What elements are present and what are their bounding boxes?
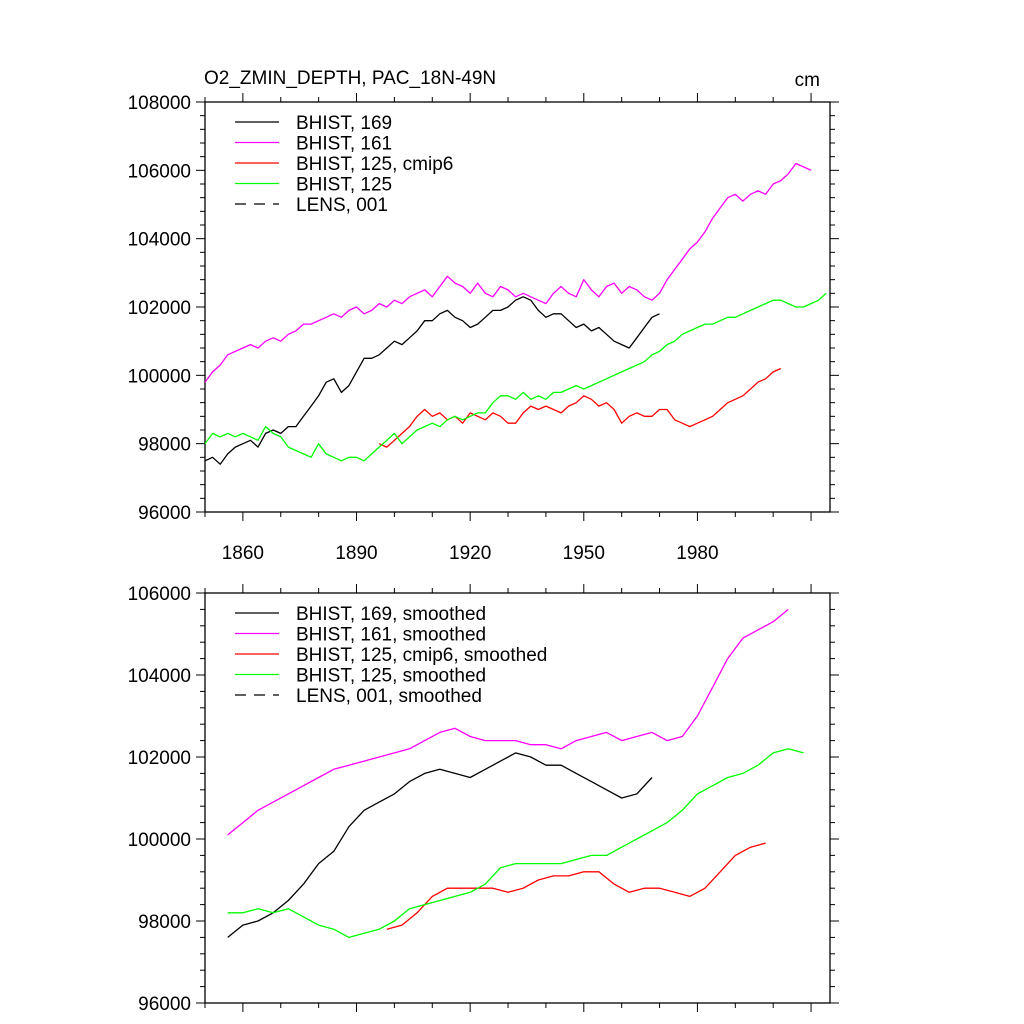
top-y-tick-label: 100000 (128, 366, 191, 387)
top-y-tick-label: 108000 (128, 93, 191, 114)
bottom-y-tick-label: 98000 (138, 912, 191, 933)
top-x-tick-label: 1890 (335, 543, 377, 564)
top-legend-label-4: LENS, 001 (296, 195, 388, 216)
bottom-series-2 (386, 842, 766, 930)
bottom-series-3 (227, 748, 804, 939)
top-x-tick-label: 1980 (676, 543, 718, 564)
bottom-series-0 (227, 752, 653, 938)
bottom-y-tick-label: 104000 (128, 666, 191, 687)
top-x-tick-label: 1860 (222, 543, 264, 564)
top-y-tick-label: 102000 (128, 298, 191, 319)
bottom-plot-frame (204, 592, 831, 1004)
top-y-tick-label: 106000 (128, 161, 191, 182)
top-legend-label-3: BHIST, 125 (296, 175, 392, 196)
top-series-3 (204, 292, 827, 462)
top-chart: 96000 98000 100000 102000 104000 106000 108000… (128, 93, 839, 564)
top-chart-title: O2_ZMIN_DEPTH, PAC_18N-49N (204, 68, 496, 89)
top-legend-label-0: BHIST, 169 (296, 113, 392, 134)
top-legend-label-2: BHIST, 125, cmip6 (296, 154, 453, 175)
top-legend-label-1: BHIST, 161 (296, 134, 392, 155)
top-x-tick-label: 1950 (563, 543, 605, 564)
top-y-tick-label: 98000 (138, 435, 191, 456)
top-series-1 (204, 162, 812, 383)
bottom-chart: 96000 98000 100000 102000 104000 106000 BHIST,… (128, 584, 839, 1015)
top-series-2 (378, 367, 782, 448)
bottom-y-tick-label: 100000 (128, 830, 191, 851)
bottom-series-1 (227, 608, 789, 836)
top-series-0 (204, 296, 660, 465)
bottom-legend-label-1: BHIST, 161, smoothed (296, 625, 486, 646)
top-x-tick-label: 1920 (449, 543, 491, 564)
bottom-y-tick-label: 96000 (138, 994, 191, 1015)
bottom-legend-label-0: BHIST, 169, smoothed (296, 604, 486, 625)
bottom-legend-label-2: BHIST, 125, cmip6, smoothed (296, 645, 547, 666)
bottom-y-tick-label: 102000 (128, 748, 191, 769)
top-y-tick-label: 104000 (128, 230, 191, 251)
top-chart-units: cm (795, 70, 820, 91)
bottom-legend-label-4: LENS, 001, smoothed (296, 686, 482, 707)
bottom-legend-label-3: BHIST, 125, smoothed (296, 666, 486, 687)
bottom-y-tick-label: 106000 (128, 584, 191, 605)
top-y-tick-label: 96000 (138, 503, 191, 524)
